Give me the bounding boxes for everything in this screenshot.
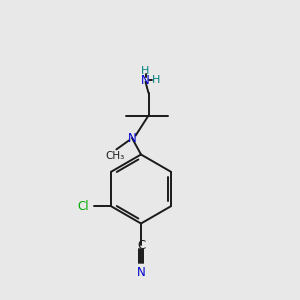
Text: N: N [136,266,146,279]
Text: Cl: Cl [77,200,88,213]
Text: H: H [152,75,160,85]
Text: N: N [128,131,136,145]
Text: C: C [137,238,145,252]
Text: N: N [141,74,150,87]
Text: CH₃: CH₃ [105,151,124,161]
Text: H: H [141,66,150,76]
